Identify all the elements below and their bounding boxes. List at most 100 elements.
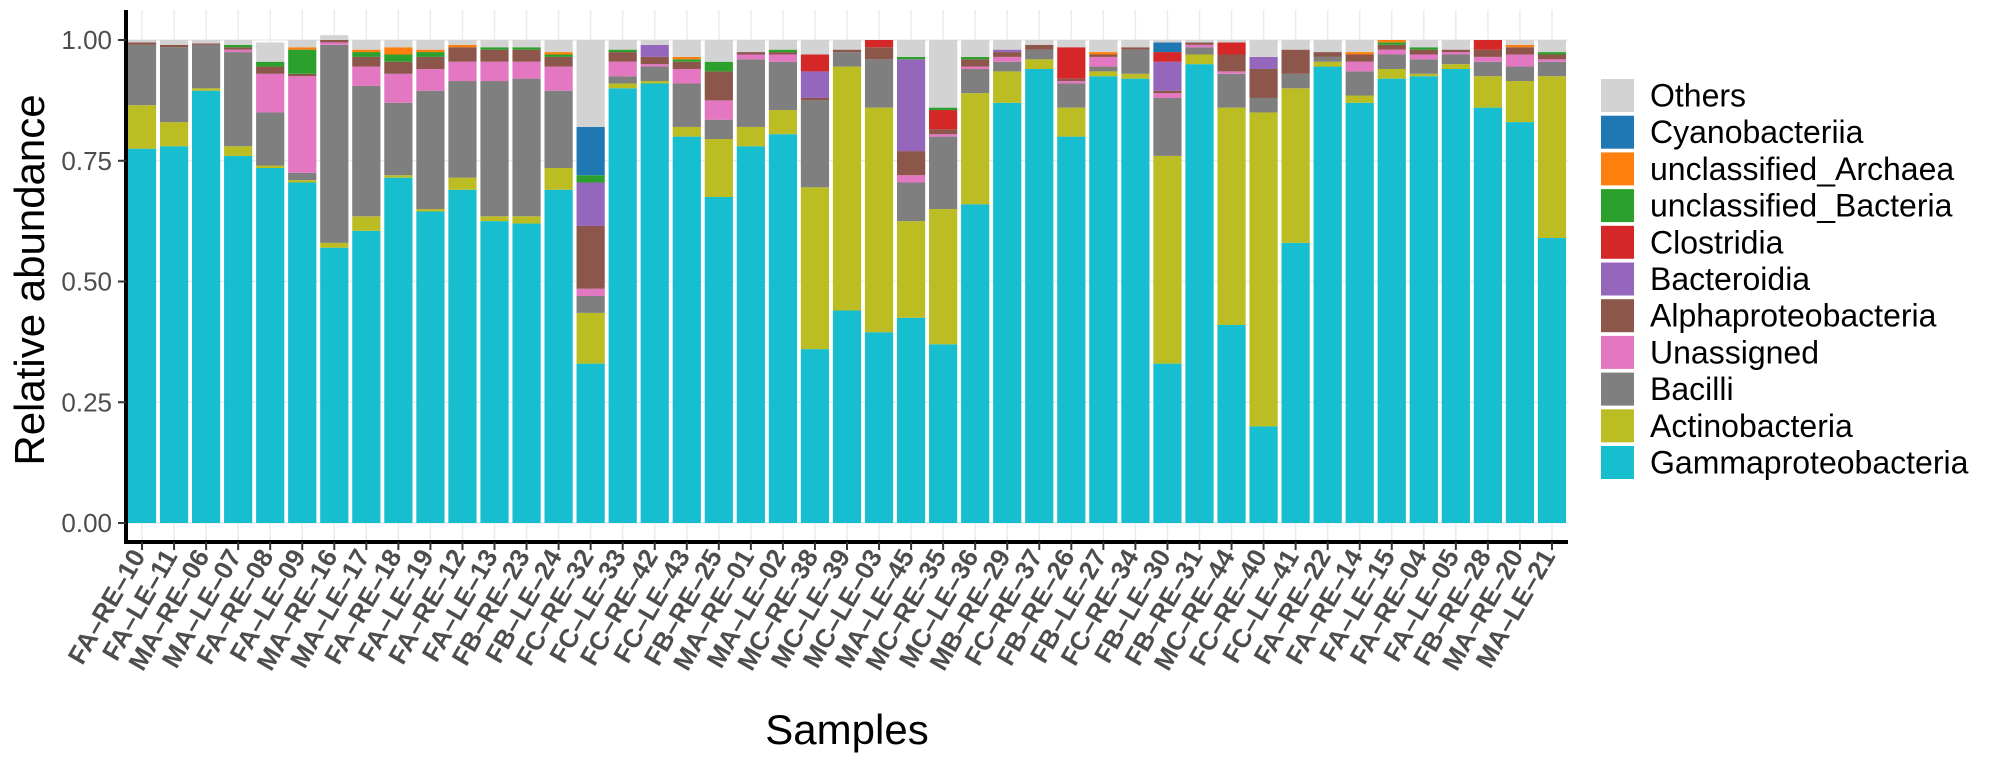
bar-segment (576, 40, 605, 127)
bar-segment (800, 71, 830, 98)
bar-segment (1185, 44, 1214, 48)
bar-segment (480, 49, 509, 62)
bar-segment (736, 40, 765, 53)
bar-segment (1217, 71, 1246, 74)
bar-segment (448, 177, 477, 190)
bar-segment (159, 40, 189, 45)
bar-segment (1281, 40, 1310, 50)
bar-segment (192, 88, 221, 91)
bar-segment (640, 40, 669, 45)
bar-segment (192, 43, 221, 45)
bar-segment (704, 119, 733, 140)
bar-segment (1089, 40, 1118, 53)
bar-segment (1121, 49, 1150, 74)
bar-segment (1473, 56, 1502, 62)
bar-segment (1153, 155, 1182, 364)
bar-segment (512, 216, 541, 224)
legend-label: Others (1650, 78, 1746, 114)
bar-segment (1537, 40, 1567, 53)
bar-segment (1473, 76, 1502, 108)
bar-segment (1377, 42, 1406, 45)
bar-segment (127, 40, 157, 43)
bar-segment (1217, 107, 1246, 325)
y-tick-label: 1.00 (61, 25, 112, 55)
bar-segment (864, 332, 894, 523)
bar-segment (1441, 68, 1470, 523)
bar-segment (961, 56, 990, 60)
bar-segment (224, 47, 253, 50)
bar-segment (864, 59, 894, 108)
bar-segment (576, 126, 605, 176)
bar-segment (672, 61, 701, 69)
bar-segment (896, 40, 926, 57)
bar-segment (224, 44, 253, 48)
bar-segment (1089, 52, 1118, 55)
bar-segment (544, 189, 573, 524)
bar-segment (544, 40, 573, 53)
bar-segment (384, 40, 413, 48)
bar-segment (961, 68, 990, 94)
bar-segment (961, 66, 990, 69)
bar-segment (1409, 49, 1438, 55)
bar-segment (448, 44, 477, 48)
bar-segment (768, 61, 798, 111)
bar-segment (672, 83, 701, 127)
bar-segment (352, 52, 381, 57)
bar-segment (1473, 61, 1502, 77)
bar-segment (736, 54, 765, 60)
bar-segment (993, 102, 1022, 523)
bar-segment (1409, 40, 1438, 48)
bar-segment (288, 180, 317, 183)
bar-segment (1185, 64, 1214, 524)
bar-segment (832, 49, 862, 53)
bar-segment (127, 44, 157, 106)
bar-segment (192, 40, 221, 44)
bar-segment (1313, 56, 1342, 62)
bar-segment (416, 56, 445, 69)
bar-segment (800, 100, 830, 188)
bar-segment (1217, 54, 1246, 72)
bar-segment (1409, 47, 1438, 50)
bar-segment (256, 66, 285, 74)
bar-segment (1505, 122, 1535, 524)
bar-segment (1153, 52, 1182, 62)
bar-segment (1153, 42, 1182, 53)
bar-segment (1313, 66, 1342, 523)
legend-label: Bacilli (1650, 371, 1734, 407)
bar-segment (1153, 93, 1182, 98)
bar-segment (672, 136, 701, 523)
bar-segment (1537, 76, 1567, 239)
bar-segment (544, 167, 573, 190)
bar-segment (1441, 54, 1470, 65)
bar-segment (384, 47, 413, 55)
bar-segment (864, 47, 894, 60)
bar-segment (800, 349, 830, 523)
bar-segment (1153, 61, 1182, 91)
bar-segment (929, 129, 958, 135)
bar-segment (576, 288, 605, 296)
bar-segment (1057, 81, 1086, 84)
bar-segment (480, 81, 509, 217)
bar-segment (416, 52, 445, 57)
bar-segment (288, 76, 317, 173)
bar-segment (448, 189, 477, 524)
bar-segment (1281, 88, 1310, 243)
bar-segment (1057, 107, 1086, 137)
bar-segment (832, 66, 862, 311)
bar-segment (384, 73, 413, 103)
bar-segment (736, 59, 765, 127)
bar-segment (159, 47, 189, 123)
bar-segment (512, 49, 541, 62)
bar-segment (1249, 112, 1278, 427)
bar-segment (512, 223, 541, 524)
bar-segment (352, 66, 381, 86)
bar-segment (993, 40, 1022, 50)
bar-segment (929, 110, 958, 130)
bar-segment (1249, 56, 1278, 69)
legend: OthersCyanobacteriiaunclassified_Archaea… (1601, 78, 1969, 481)
bar-segment (1089, 71, 1118, 77)
bar-segment (384, 54, 413, 62)
bar-segment (768, 49, 798, 53)
bar-segment (576, 295, 605, 313)
bar-segment (704, 40, 733, 62)
